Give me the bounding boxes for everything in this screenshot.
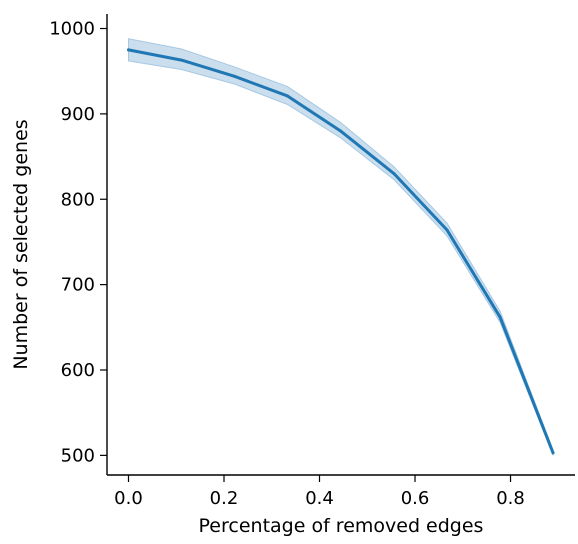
x-axis-label: Percentage of removed edges xyxy=(199,515,484,537)
x-tick-label: 0.4 xyxy=(305,488,334,509)
x-tick-label: 0.2 xyxy=(210,488,239,509)
y-tick-label: 1000 xyxy=(49,19,95,40)
data-point xyxy=(339,129,343,133)
data-point xyxy=(551,451,555,455)
axes-frame xyxy=(106,14,575,476)
data-point xyxy=(445,228,449,232)
x-tick-label: 0.0 xyxy=(114,488,143,509)
y-tick-label: 700 xyxy=(61,275,95,296)
confidence-band xyxy=(127,38,554,456)
data-point xyxy=(233,74,237,78)
y-axis-ticks: 500 600 700 800 900 1000 xyxy=(49,19,107,466)
x-axis-ticks: 0.0 0.2 0.4 0.6 0.8 xyxy=(114,475,525,509)
y-tick-label: 500 xyxy=(61,445,95,466)
data-point xyxy=(498,315,502,319)
data-point xyxy=(392,172,396,176)
x-tick-label: 0.8 xyxy=(496,488,525,509)
data-point xyxy=(286,94,290,98)
data-point xyxy=(180,58,183,62)
y-tick-label: 800 xyxy=(61,189,95,210)
y-axis-label: Number of selected genes xyxy=(10,119,32,369)
y-tick-label: 900 xyxy=(61,104,95,125)
series-line xyxy=(126,48,555,455)
data-point xyxy=(126,48,130,52)
x-tick-label: 0.6 xyxy=(401,488,430,509)
confidence-band-layer xyxy=(127,38,554,456)
y-tick-label: 600 xyxy=(61,360,95,381)
series-line-layer xyxy=(126,48,555,455)
